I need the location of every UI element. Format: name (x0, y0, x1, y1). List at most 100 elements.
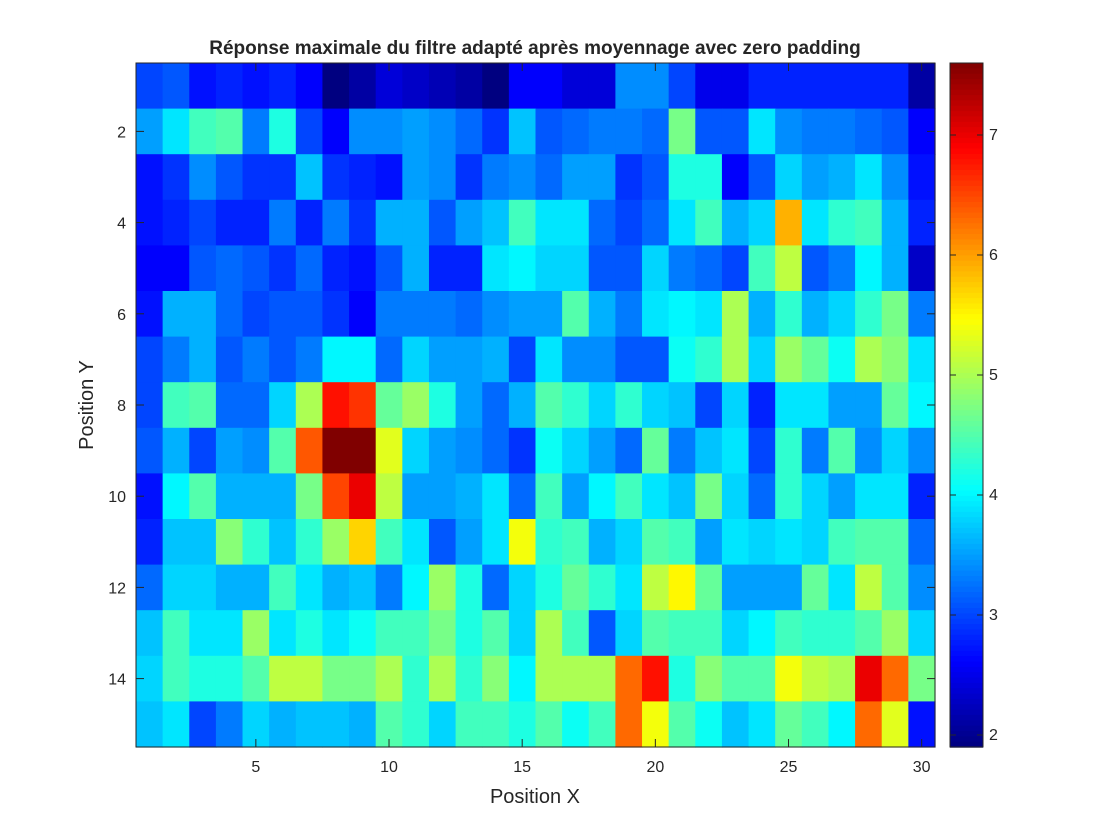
heatmap-cell (189, 199, 217, 246)
colorbar-segment (950, 656, 983, 663)
colorbar-segment (950, 260, 983, 267)
heatmap-cell (588, 655, 616, 702)
heatmap-cell (189, 336, 217, 383)
heatmap-cell (828, 63, 856, 110)
heatmap-cell (562, 519, 590, 566)
heatmap-cell (801, 473, 830, 520)
heatmap-cell (828, 427, 856, 474)
colorbar-segment (950, 730, 983, 738)
heatmap-cell (721, 519, 750, 566)
heatmap-cell (215, 564, 244, 611)
heatmap-cell (349, 701, 377, 748)
heatmap-cell (455, 108, 483, 155)
heatmap-cell (695, 564, 723, 611)
heatmap-cell (349, 519, 377, 566)
colorbar-segment (950, 287, 983, 294)
heatmap-cell (215, 519, 244, 566)
heatmap-cell (215, 701, 244, 748)
x-tick-label: 5 (251, 759, 260, 776)
heatmap-cell (828, 199, 856, 246)
heatmap-cell (375, 199, 403, 246)
heatmap-cell (695, 291, 723, 338)
colorbar-segment (950, 207, 983, 214)
heatmap-cell (775, 427, 803, 474)
heatmap-cell (562, 154, 590, 201)
colorbar-segment (950, 629, 983, 636)
heatmap-cell (775, 245, 803, 292)
colorbar-segment (950, 399, 983, 406)
heatmap-cell (322, 473, 350, 520)
heatmap-cell (668, 564, 696, 611)
heatmap-cell (162, 291, 190, 338)
colorbar: 2 3 4 5 6 7 (949, 62, 998, 748)
heatmap-cell (828, 291, 856, 338)
heatmap-cell (295, 473, 324, 520)
colorbar-segment (950, 602, 983, 609)
heatmap-cell (748, 63, 776, 110)
heatmap-cell (668, 610, 696, 657)
heatmap-cell (721, 291, 750, 338)
heatmap-cell (828, 336, 856, 383)
colorbar-frame (949, 62, 984, 748)
heatmap-cell (828, 610, 856, 657)
colorbar-segment (950, 330, 983, 337)
heatmap-cell (801, 199, 830, 246)
heatmap-cell (615, 199, 643, 246)
heatmap-cell (535, 154, 563, 201)
heatmap-cell (615, 382, 643, 429)
y-tick-label: 6 (117, 307, 126, 324)
heatmap-cell (402, 245, 430, 292)
heatmap-cell (242, 199, 270, 246)
heatmap-cell (562, 245, 590, 292)
heatmap-cell (828, 655, 856, 702)
heatmap-cell (535, 701, 563, 748)
heatmap-cell (721, 245, 750, 292)
colorbar-segment (950, 565, 983, 572)
heatmap-cell (482, 63, 510, 110)
colorbar-segment (950, 538, 983, 545)
heatmap-cell (189, 519, 217, 566)
heatmap-cell (269, 108, 297, 155)
heatmap-cell (269, 427, 297, 474)
heatmap-cell (642, 564, 670, 611)
heatmap-cell (322, 291, 350, 338)
heatmap-cell (269, 336, 297, 383)
heatmap-cell (428, 291, 457, 338)
heatmap-cell (881, 199, 909, 246)
heatmap-cell (721, 108, 750, 155)
heatmap-cell (588, 245, 616, 292)
colorbar-segment (950, 714, 983, 721)
heatmap-cell (349, 427, 377, 474)
y-tick-label: 14 (108, 672, 126, 689)
heatmap-cell (801, 519, 830, 566)
heatmap-cell (801, 154, 830, 201)
heatmap-cell (775, 655, 803, 702)
heatmap-cell (721, 427, 750, 474)
colorbar-segment (950, 559, 983, 567)
heatmap-cell (828, 473, 856, 520)
heatmap-cell (562, 610, 590, 657)
heatmap-cell (189, 108, 217, 155)
y-axis-label: Position Y (76, 360, 98, 450)
colorbar-segment (950, 239, 983, 246)
heatmap-cell (295, 382, 324, 429)
heatmap-cell (162, 519, 190, 566)
heatmap-cell (881, 245, 909, 292)
heatmap-cell (215, 473, 244, 520)
colorbar-segment (950, 442, 983, 449)
heatmap-cell (695, 108, 723, 155)
heatmap-cell (215, 655, 244, 702)
heatmap-cell (721, 63, 750, 110)
colorbar-segment (950, 143, 983, 150)
heatmap-cell (801, 655, 830, 702)
heatmap-cell (615, 291, 643, 338)
heatmap-cell (508, 473, 537, 520)
colorbar-segment (950, 506, 983, 513)
heatmap-cell (402, 63, 430, 110)
heatmap-cell (162, 473, 190, 520)
heatmap-cell (535, 427, 563, 474)
heatmap-cell (508, 519, 537, 566)
heatmap-cell (881, 701, 909, 748)
heatmap-cell (642, 291, 670, 338)
colorbar-segment (950, 527, 983, 534)
